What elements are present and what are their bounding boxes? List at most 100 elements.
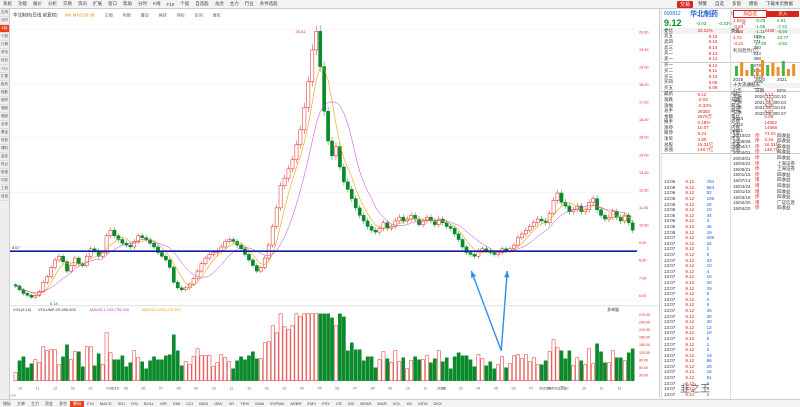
top-right-item[interactable]: 预警 — [698, 1, 707, 6]
watch-button[interactable]: 加自选 — [733, 9, 767, 18]
chart-tab[interactable]: 区间 — [195, 11, 203, 17]
top-tab[interactable]: K线 — [153, 1, 161, 6]
left-nav-item[interactable]: 板块 — [0, 81, 9, 89]
top-tab[interactable]: 条件选股 — [259, 1, 278, 6]
menu-item[interactable]: 系统 — [3, 1, 12, 6]
indicator-tab[interactable]: PSY — [322, 401, 331, 406]
candle-body — [13, 284, 18, 287]
trades-row: 13:06 9.12 19 — [662, 229, 730, 235]
left-nav-item[interactable]: 问答 — [0, 177, 9, 185]
left-nav-item[interactable]: 综合 — [0, 57, 9, 65]
left-nav-item[interactable]: 债券 — [0, 137, 9, 145]
top-right-item[interactable]: 模板 — [749, 1, 758, 6]
chart-tab[interactable]: 指标 — [177, 11, 185, 17]
left-nav-item[interactable]: F10 — [0, 65, 9, 73]
indicator-tab[interactable]: VR — [228, 401, 235, 406]
indicator-tab[interactable]: 主力 — [31, 400, 39, 406]
quote-cell: 市净 — [731, 136, 740, 142]
menu-item[interactable]: 报价 — [33, 1, 42, 6]
menu-item[interactable]: 分析 — [48, 1, 57, 6]
top-tab[interactable]: 分时 — [138, 1, 147, 6]
top-right-item[interactable]: 自选 — [715, 1, 724, 6]
indicator-tab[interactable]: RSI — [131, 401, 138, 406]
chart-tab[interactable]: 附图 — [123, 11, 131, 17]
menu-item[interactable]: 功能 — [18, 1, 27, 6]
candle-body — [136, 235, 141, 242]
menu-item[interactable]: 帮助 — [123, 1, 132, 6]
top-tab[interactable]: 龙虎 — [214, 1, 224, 6]
top-tab[interactable]: 自选股 — [195, 1, 209, 6]
top-tab[interactable]: F10 — [166, 1, 175, 7]
left-nav-item[interactable]: 热点 — [0, 161, 9, 169]
kline-chart[interactable]: 华北制药(日线 前复权) MA MA5:10.08 主图 附图 叠加 画线 指标 区间 复权 20… — [10, 9, 660, 397]
left-nav-item[interactable]: 指数 — [0, 89, 9, 97]
indicator-tab[interactable]: F10 — [87, 401, 94, 406]
download-link[interactable]: 下载本页数据 — [766, 1, 793, 6]
left-nav-item[interactable]: 期货 — [0, 97, 9, 105]
indicator-tab[interactable]: BOLL — [143, 401, 155, 406]
left-nav-item[interactable]: 全球 — [0, 121, 9, 129]
indicator-tab[interactable]: VOL — [392, 401, 401, 406]
left-nav-item[interactable]: 资讯 — [0, 49, 9, 57]
menu-item[interactable]: 扩展 — [93, 1, 102, 6]
indicator-tab[interactable]: ASI — [347, 401, 355, 406]
trade-button[interactable]: 买入 — [767, 10, 799, 17]
volume-bar — [278, 313, 283, 381]
left-nav-item[interactable]: 监控 — [0, 153, 9, 161]
left-nav-item[interactable]: 行情 — [0, 41, 9, 49]
mini-year: 2020 — [755, 77, 766, 83]
left-nav-item[interactable]: 自选 — [0, 193, 9, 201]
indicator-tab[interactable]: KD — [406, 401, 413, 406]
left-nav-item[interactable]: 个股 — [0, 33, 9, 41]
left-nav-item[interactable]: 理财 — [0, 145, 9, 153]
events-cell: 停 — [755, 138, 760, 144]
top-right-item[interactable]: 多窗 — [732, 1, 741, 6]
indicator-tab[interactable]: MTM — [418, 401, 428, 406]
indicator-tab[interactable]: 多空 — [59, 400, 67, 406]
trades-cell: 4 — [706, 268, 710, 274]
menu-item[interactable]: 窗口 — [108, 1, 117, 6]
indicator-tab[interactable]: DMI — [172, 401, 181, 406]
indicator-tab[interactable]: MACD — [99, 401, 112, 406]
menu-item[interactable]: 资讯 — [78, 1, 87, 6]
indicator-tab[interactable]: 资金 — [45, 400, 53, 406]
indicator-tab[interactable]: OBV — [214, 401, 223, 406]
left-nav-item[interactable]: 基金 — [0, 129, 9, 137]
order_book.buy-cell: 买四 — [664, 79, 673, 85]
top-tab[interactable]: 行业 — [244, 1, 254, 6]
hot-button[interactable]: 交易 — [676, 0, 693, 8]
indicator-tab[interactable]: EXPMA — [270, 401, 285, 406]
left-nav-item[interactable]: 应用 — [0, 9, 9, 17]
indicator-tab[interactable]: W&R — [377, 401, 387, 406]
indicator-tab[interactable]: KDJ — [117, 401, 126, 406]
trades-cell: 106 — [706, 196, 715, 202]
left-nav-item[interactable]: 分时 — [0, 17, 9, 25]
chart-tab[interactable]: 复权 — [213, 11, 221, 17]
indicator-tab[interactable]: 大单 — [17, 400, 25, 406]
indicator-tab[interactable]: TRIX — [240, 401, 250, 406]
top-tab[interactable]: 个股 — [180, 1, 190, 6]
indicator-tab[interactable]: 指标 — [3, 400, 11, 406]
indicator-tab[interactable]: EMV — [307, 401, 317, 406]
indicator-tab[interactable]: DMA — [255, 401, 265, 406]
indicator-tab[interactable]: BIAS — [199, 401, 209, 406]
top-tab[interactable]: 主力 — [229, 1, 239, 6]
indicator-tab[interactable]: 筹码 — [70, 400, 84, 407]
left-nav-item[interactable]: 美股 — [0, 113, 9, 121]
indicator-tab[interactable]: DKX — [433, 401, 442, 406]
indicator-tab[interactable]: ARBR — [290, 401, 302, 406]
chart-tab[interactable]: 主图 — [105, 11, 113, 17]
left-nav-item[interactable]: 港股 — [0, 105, 9, 113]
chart-tab[interactable]: 叠加 — [141, 11, 149, 17]
indicator-tab[interactable]: BRAR — [360, 401, 372, 406]
left-nav-item[interactable]: 研报 — [0, 169, 9, 177]
left-nav-item[interactable]: K线 — [0, 25, 9, 33]
left-nav-item[interactable]: 扩展 — [0, 73, 9, 81]
menu-item[interactable]: 交易 — [63, 1, 72, 6]
chart-tab[interactable]: 画线 — [159, 11, 167, 17]
left-nav-item[interactable]: 工具 — [0, 185, 9, 193]
indicator-tab[interactable]: CCI — [186, 401, 194, 406]
indicator-tab[interactable]: CR — [336, 401, 342, 406]
candle-body — [239, 244, 243, 250]
indicator-tab[interactable]: WR — [160, 401, 167, 406]
